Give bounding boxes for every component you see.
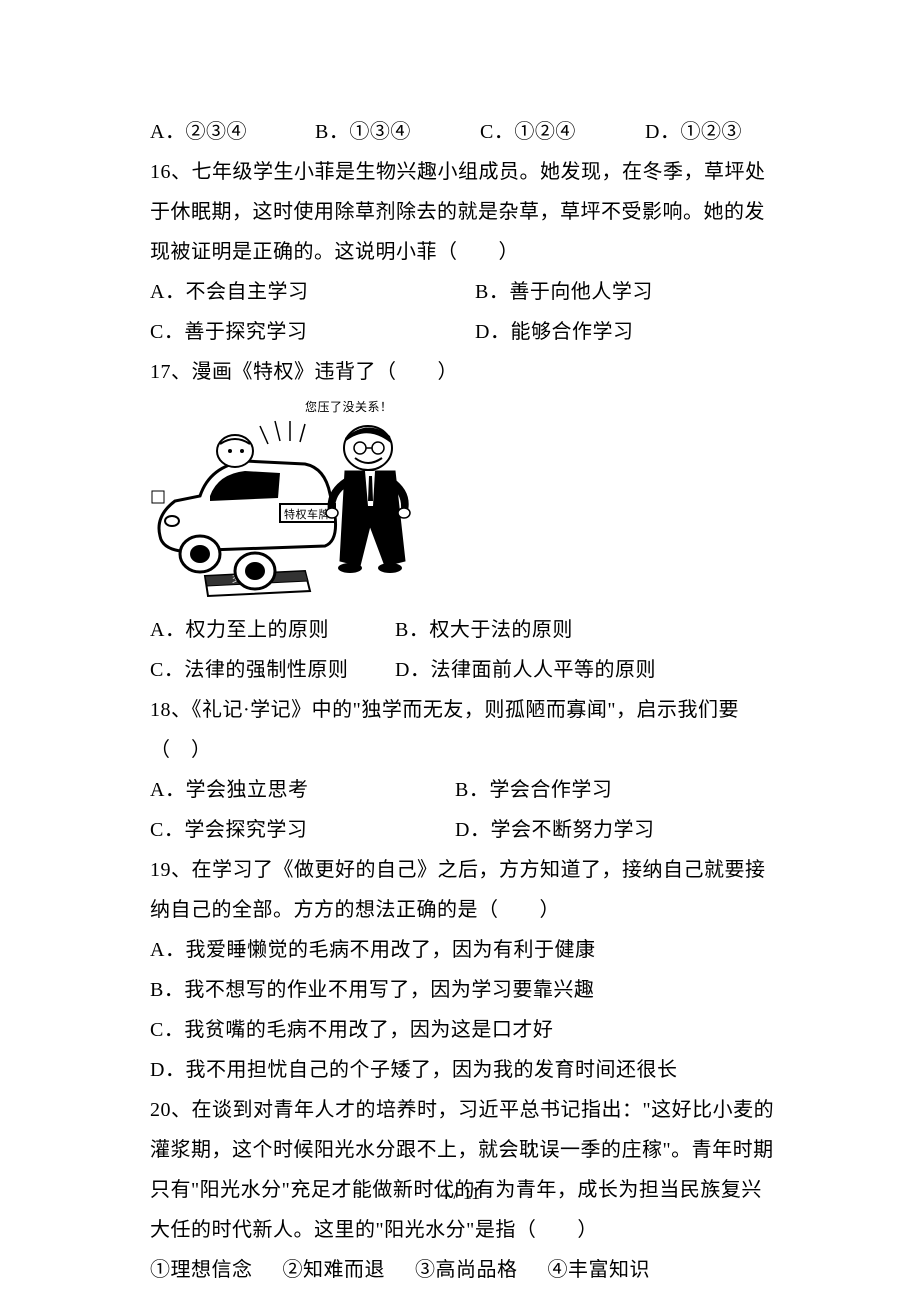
q19-option-d: D．我不用担忧自己的个子矮了，因为我的发育时间还很长 <box>150 1050 780 1090</box>
q18-option-a: A．学会独立思考 <box>150 770 455 810</box>
car-icon: 特权车牌 <box>159 461 336 589</box>
q20-item-2: ②知难而退 <box>283 1250 386 1290</box>
q20-item-1: ①理想信念 <box>150 1250 253 1290</box>
q18-option-d: D．学会不断努力学习 <box>455 810 780 850</box>
q16-options-row1: A．不会自主学习 B．善于向他人学习 <box>150 272 780 312</box>
seal-icon <box>152 491 164 503</box>
q15-options: A．②③④ B．①③④ C．①②④ D．①②③ <box>150 112 780 152</box>
q19-option-a: A．我爱睡懒觉的毛病不用改了，因为有利于健康 <box>150 930 780 970</box>
q18-option-b: B．学会合作学习 <box>455 770 780 810</box>
q17-cartoon: 您压了没关系！ 交通法规 特 <box>150 396 425 606</box>
q20-item-3: ③高尚品格 <box>415 1250 518 1290</box>
q16-option-c: C．善于探究学习 <box>150 312 475 352</box>
q18-options-row2: C．学会探究学习 D．学会不断努力学习 <box>150 810 780 850</box>
q19-stem: 19、在学习了《做更好的自己》之后，方方知道了，接纳自己就要接纳自己的全部。方方… <box>150 850 780 930</box>
q17-option-d: D．法律面前人人平等的原则 <box>395 650 780 690</box>
motion-lines-icon <box>260 421 305 444</box>
q17-stem: 17、漫画《特权》违背了（ ） <box>150 352 780 392</box>
svg-text:特权车牌: 特权车牌 <box>284 507 330 521</box>
q17-options-row2: C．法律的强制性原则 D．法律面前人人平等的原则 <box>150 650 780 690</box>
q19-option-b: B．我不想写的作业不用写了，因为学习要靠兴趣 <box>150 970 780 1010</box>
q15-option-b: B．①③④ <box>315 112 480 152</box>
q17-option-c: C．法律的强制性原则 <box>150 650 395 690</box>
cartoon-caption: 您压了没关系！ <box>305 399 393 414</box>
q16-option-b: B．善于向他人学习 <box>475 272 780 312</box>
q15-option-a: A．②③④ <box>150 112 315 152</box>
q15-option-d: D．①②③ <box>645 112 742 152</box>
q20-stem: 20、在谈到对青年人才的培养时，习近平总书记指出："这好比小麦的灌浆期，这个时候… <box>150 1090 780 1250</box>
q20-items: ①理想信念 ②知难而退 ③高尚品格 ④丰富知识 <box>150 1250 780 1290</box>
q18-stem: 18、《礼记·学记》中的"独学而无友，则孤陋而寡闻"，启示我们要（ ） <box>150 690 780 770</box>
q19-option-c: C．我贫嘴的毛病不用改了，因为这是口才好 <box>150 1010 780 1050</box>
q18-option-c: C．学会探究学习 <box>150 810 455 850</box>
page-footer: 4 / 11 <box>0 1183 920 1204</box>
q18-options-row1: A．学会独立思考 B．学会合作学习 <box>150 770 780 810</box>
q16-stem: 16、七年级学生小菲是生物兴趣小组成员。她发现，在冬季，草坪处于休眠期，这时使用… <box>150 152 780 272</box>
cartoon-svg: 您压了没关系！ 交通法规 特 <box>150 396 425 606</box>
q16-option-d: D．能够合作学习 <box>475 312 780 352</box>
q16-options-row2: C．善于探究学习 D．能够合作学习 <box>150 312 780 352</box>
q15-option-c: C．①②④ <box>480 112 645 152</box>
q20-item-4: ④丰富知识 <box>548 1250 651 1290</box>
document-content: A．②③④ B．①③④ C．①②④ D．①②③ 16、七年级学生小菲是生物兴趣小… <box>150 112 780 1290</box>
official-icon <box>326 426 410 573</box>
q17-option-a: A．权力至上的原则 <box>150 610 395 650</box>
q17-options-row1: A．权力至上的原则 B．权大于法的原则 <box>150 610 780 650</box>
q16-option-a: A．不会自主学习 <box>150 272 475 312</box>
driver-icon <box>217 435 253 467</box>
q17-option-b: B．权大于法的原则 <box>395 610 780 650</box>
